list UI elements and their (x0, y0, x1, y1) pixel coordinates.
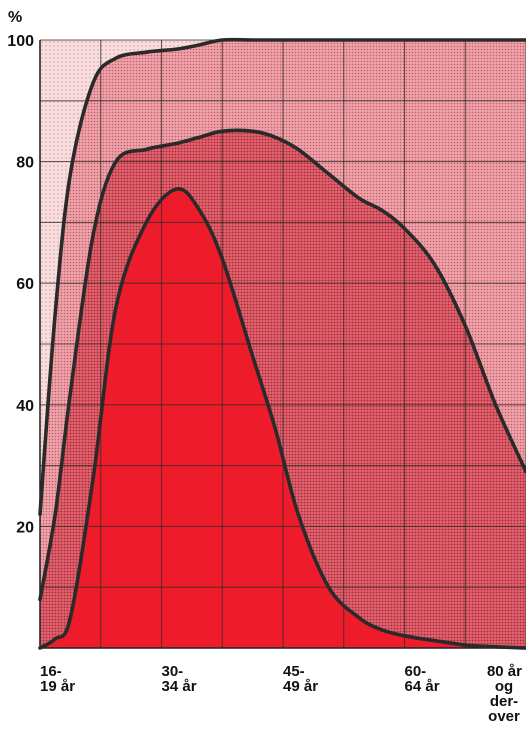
x-category-labels: 16-19 år 30-34 år 45-49 år 60-64 år 80 år og d… (40, 663, 522, 725)
x-category-label-4: 80 år og der-over (487, 663, 522, 725)
y-tick-label-60: 60 (16, 276, 34, 293)
series-1-line (38, 37, 526, 516)
y-tick-label-40: 40 (16, 398, 34, 415)
y-tick-labels: 20 40 60 80 100 (7, 33, 34, 536)
series-3-line (38, 187, 526, 650)
y-tick-label-100: 100 (7, 33, 34, 50)
x-category-label-0: 16-19 år (40, 663, 75, 695)
y-tick-label-20: 20 (16, 519, 34, 536)
grid-lines (39, 39, 526, 649)
y-axis-unit-label: % (8, 9, 22, 26)
series-lines (38, 37, 526, 650)
x-category-label-1: 30-34 år (162, 663, 197, 695)
x-category-label-3: 60-64 år (405, 663, 440, 695)
x-category-label-2: 45-49 år (283, 663, 318, 695)
series-2-line (38, 128, 526, 602)
y-tick-label-80: 80 (16, 155, 34, 172)
